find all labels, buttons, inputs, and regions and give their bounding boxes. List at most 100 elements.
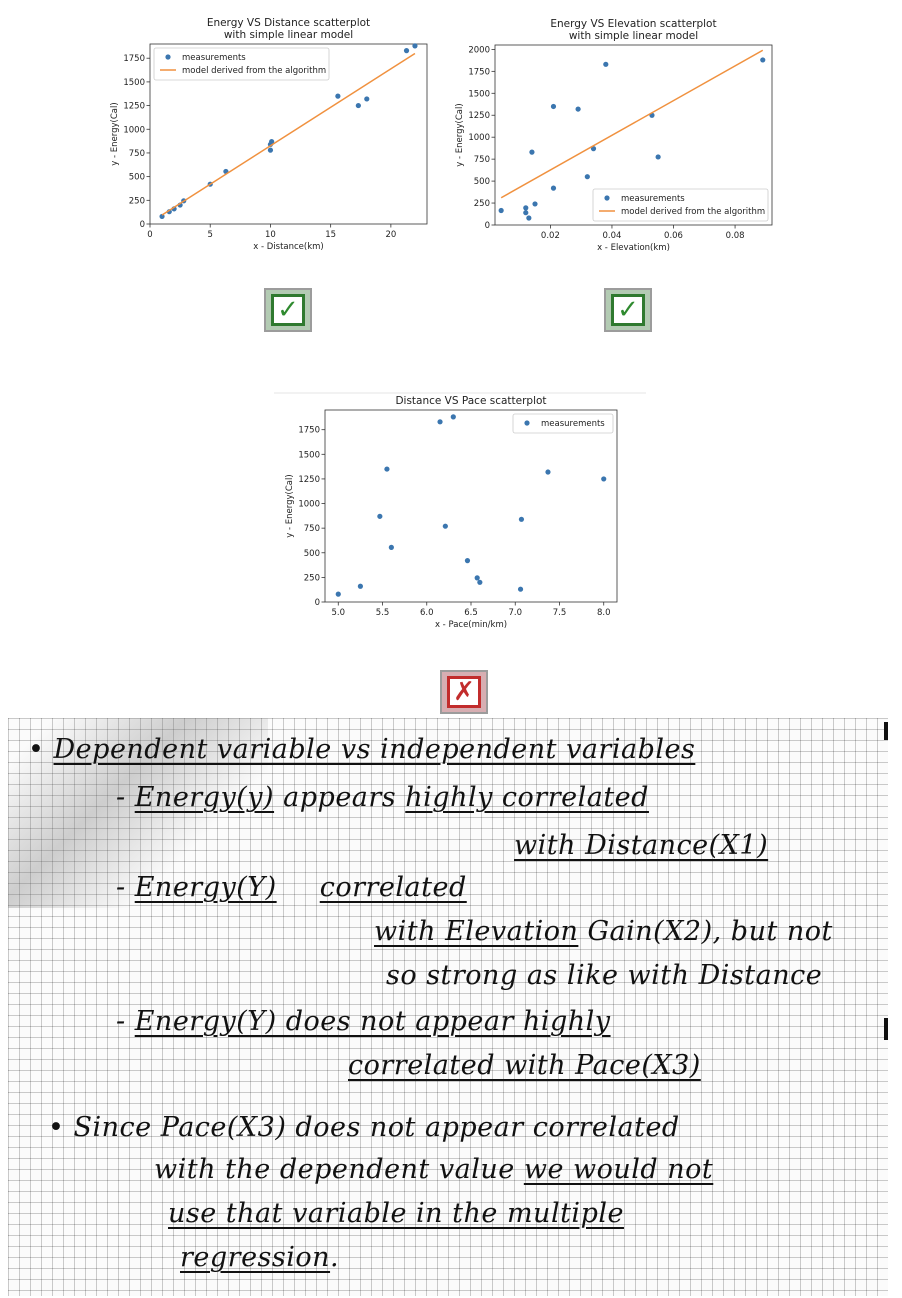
chart-title: Distance VS Pace scatterplot <box>395 395 546 407</box>
note-text: Since Pace(X3) does not appear correlate… <box>73 1112 680 1143</box>
y-tick-label: 750 <box>474 155 490 165</box>
note-text: correlated <box>319 872 467 903</box>
note-text: Energy(y) <box>134 782 275 813</box>
y-tick-label: 250 <box>304 573 320 583</box>
measurement-point <box>760 57 766 63</box>
measurement-point <box>601 476 607 482</box>
y-tick-label: 250 <box>474 199 490 209</box>
y-tick-label: 1250 <box>123 102 145 112</box>
note-text: so strong as like with Distance <box>386 960 823 991</box>
model-line <box>500 49 764 199</box>
y-tick-label: 1500 <box>468 89 490 99</box>
note-line-9: • Since Pace(X3) does not appear correla… <box>48 1112 680 1143</box>
x-axis-label: x - Distance(km) <box>253 242 324 252</box>
measurement-point <box>442 523 448 529</box>
y-tick-label: 250 <box>129 196 145 206</box>
x-tick-label: 6.5 <box>464 608 478 618</box>
note-text: we would not <box>523 1154 714 1185</box>
checkmark-icon: ✓ <box>611 294 645 326</box>
note-bullet: • <box>48 1112 65 1143</box>
x-tick-label: 20 <box>385 230 396 240</box>
measurement-point <box>437 419 443 425</box>
measurement-point <box>377 513 383 519</box>
measurement-point <box>550 103 557 110</box>
edge-mark <box>884 1018 888 1040</box>
x-tick-label: 0.08 <box>726 231 745 241</box>
chart-title: Energy VS Elevation scatterplot <box>550 18 716 30</box>
note-line-8: correlated with Pace(X3) <box>348 1050 701 1081</box>
check-badge-elevation: ✓ <box>604 288 652 332</box>
measurement-point <box>584 174 590 180</box>
note-text: Energy(Y) does not appear highly <box>134 1006 611 1037</box>
y-tick-label: 0 <box>140 220 145 230</box>
measurement-point <box>523 210 529 216</box>
y-axis-label: y - Energy(Cal) <box>455 103 465 166</box>
note-text: with Distance(X1) <box>514 830 769 861</box>
y-axis-label: y - Energy(Cal) <box>110 102 120 165</box>
note-line-10: with the dependent value we would not <box>154 1154 713 1185</box>
y-axis-label: y - Energy(Cal) <box>285 474 295 537</box>
note-line-4: - Energy(Y) correlated <box>116 872 467 903</box>
note-text: regression <box>180 1242 331 1273</box>
y-tick-label: 1500 <box>123 78 145 88</box>
note-text: with the dependent value <box>154 1154 515 1185</box>
x-tick-label: 10 <box>265 230 276 240</box>
x-tick-label: 0.06 <box>664 231 683 241</box>
x-tick-label: 5.5 <box>376 608 390 618</box>
x-axis-label: x - Pace(min/km) <box>435 620 507 630</box>
legend-point-swatch <box>165 54 171 60</box>
y-tick-label: 500 <box>129 173 145 183</box>
x-tick-label: 7.5 <box>553 608 567 618</box>
plot-frame <box>149 43 428 225</box>
y-tick-label: 1500 <box>298 450 320 460</box>
y-tick-label: 0 <box>485 221 490 231</box>
y-tick-label: 1000 <box>468 133 490 143</box>
note-line-7: - Energy(Y) does not appear highly <box>116 1006 611 1037</box>
legend-entry: model derived from the algorithm <box>182 66 326 76</box>
measurement-point <box>655 154 661 160</box>
legend-box <box>512 413 614 434</box>
measurement-point <box>518 516 525 522</box>
x-tick-label: 15 <box>325 230 336 240</box>
y-tick-label: 500 <box>304 549 320 559</box>
note-line-1: • Dependent variable vs independent vari… <box>28 734 695 765</box>
measurement-point <box>388 544 394 550</box>
check-badge-distance: ✓ <box>264 288 312 332</box>
measurement-point <box>269 138 275 145</box>
x-tick-label: 5.0 <box>332 608 346 618</box>
measurement-point <box>464 558 471 564</box>
note-text: correlated with Pace(X3) <box>348 1050 701 1081</box>
legend-box <box>592 188 769 222</box>
cross-icon: ✗ <box>447 676 481 708</box>
y-tick-label: 750 <box>129 149 145 159</box>
measurement-point <box>450 414 456 420</box>
y-tick-label: 1250 <box>298 475 320 485</box>
measurement-point <box>545 469 551 475</box>
checkmark-icon: ✓ <box>271 294 305 326</box>
y-tick-label: 1750 <box>468 67 490 77</box>
paper-shadow <box>8 718 268 908</box>
y-tick-label: 1750 <box>123 54 145 64</box>
y-tick-label: 500 <box>474 177 490 187</box>
note-bullet: • <box>28 734 45 765</box>
measurement-point <box>412 43 418 49</box>
note-text: Gain(X2), but not <box>587 916 833 947</box>
measurement-point <box>575 106 581 112</box>
x-tick-label: 8.0 <box>597 608 611 618</box>
x-tick-label: 6.0 <box>420 608 434 618</box>
y-tick-label: 2000 <box>468 45 490 55</box>
measurement-point <box>529 149 535 155</box>
note-dash: - <box>116 1006 126 1037</box>
y-tick-label: 1250 <box>468 111 490 121</box>
measurement-point <box>532 201 538 207</box>
y-tick-label: 750 <box>304 524 320 534</box>
note-line-3: with Distance(X1) <box>514 830 768 861</box>
measurement-point <box>364 96 370 102</box>
plot-frame <box>324 409 618 603</box>
legend-box <box>153 47 330 81</box>
legend-entry: model derived from the algorithm <box>621 207 765 217</box>
model-line <box>161 52 416 216</box>
